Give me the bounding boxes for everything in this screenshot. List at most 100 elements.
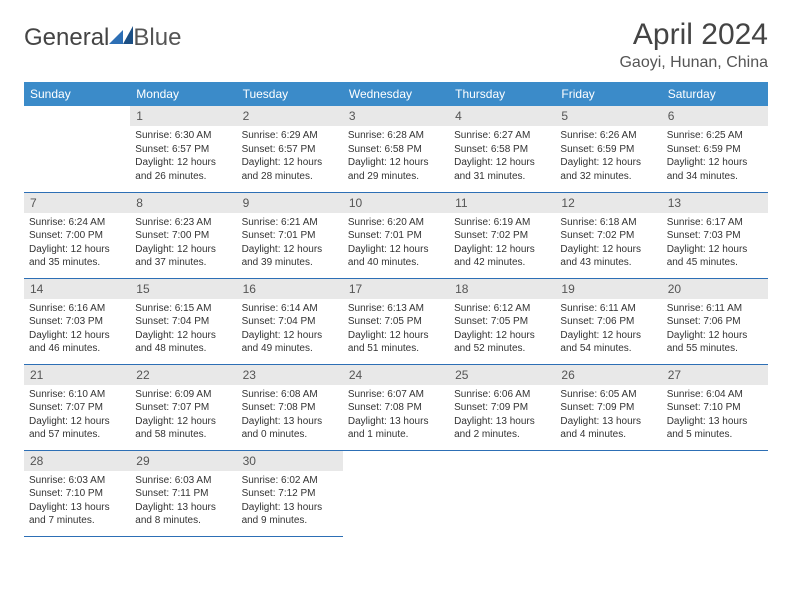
- logo-text: General: [24, 24, 109, 52]
- day-number: 28: [24, 451, 130, 471]
- day-details: Sunrise: 6:18 AMSunset: 7:02 PMDaylight:…: [555, 213, 661, 274]
- calendar-cell: 30Sunrise: 6:02 AMSunset: 7:12 PMDayligh…: [237, 450, 343, 536]
- calendar-cell: 19Sunrise: 6:11 AMSunset: 7:06 PMDayligh…: [555, 278, 661, 364]
- weekday-header: Saturday: [662, 82, 768, 106]
- weekday-header: Tuesday: [237, 82, 343, 106]
- day-number: 2: [237, 106, 343, 126]
- day-number: 23: [237, 365, 343, 385]
- calendar-cell: 15Sunrise: 6:15 AMSunset: 7:04 PMDayligh…: [130, 278, 236, 364]
- day-details: Sunrise: 6:02 AMSunset: 7:12 PMDaylight:…: [237, 471, 343, 532]
- day-details: Sunrise: 6:10 AMSunset: 7:07 PMDaylight:…: [24, 385, 130, 446]
- calendar-cell: 25Sunrise: 6:06 AMSunset: 7:09 PMDayligh…: [449, 364, 555, 450]
- day-details: Sunrise: 6:26 AMSunset: 6:59 PMDaylight:…: [555, 126, 661, 187]
- day-number: 6: [662, 106, 768, 126]
- calendar-cell: 23Sunrise: 6:08 AMSunset: 7:08 PMDayligh…: [237, 364, 343, 450]
- day-number: 17: [343, 279, 449, 299]
- calendar-cell: 20Sunrise: 6:11 AMSunset: 7:06 PMDayligh…: [662, 278, 768, 364]
- day-details: Sunrise: 6:04 AMSunset: 7:10 PMDaylight:…: [662, 385, 768, 446]
- day-details: Sunrise: 6:20 AMSunset: 7:01 PMDaylight:…: [343, 213, 449, 274]
- day-number: 8: [130, 193, 236, 213]
- day-number: 25: [449, 365, 555, 385]
- day-number: 27: [662, 365, 768, 385]
- calendar-cell: 13Sunrise: 6:17 AMSunset: 7:03 PMDayligh…: [662, 192, 768, 278]
- calendar-cell: 2Sunrise: 6:29 AMSunset: 6:57 PMDaylight…: [237, 106, 343, 192]
- calendar-cell: 27Sunrise: 6:04 AMSunset: 7:10 PMDayligh…: [662, 364, 768, 450]
- day-details: Sunrise: 6:19 AMSunset: 7:02 PMDaylight:…: [449, 213, 555, 274]
- day-details: Sunrise: 6:11 AMSunset: 7:06 PMDaylight:…: [662, 299, 768, 360]
- calendar-cell: 29Sunrise: 6:03 AMSunset: 7:11 PMDayligh…: [130, 450, 236, 536]
- day-number: 1: [130, 106, 236, 126]
- day-number: 26: [555, 365, 661, 385]
- day-number: 21: [24, 365, 130, 385]
- day-number: 5: [555, 106, 661, 126]
- calendar-body: 1Sunrise: 6:30 AMSunset: 6:57 PMDaylight…: [24, 106, 768, 536]
- logo: General Blue: [24, 24, 181, 52]
- weekday-header: Thursday: [449, 82, 555, 106]
- logo-part2: Blue: [133, 24, 181, 52]
- day-details: Sunrise: 6:29 AMSunset: 6:57 PMDaylight:…: [237, 126, 343, 187]
- day-number: 4: [449, 106, 555, 126]
- day-details: Sunrise: 6:27 AMSunset: 6:58 PMDaylight:…: [449, 126, 555, 187]
- day-number: 30: [237, 451, 343, 471]
- calendar-week-row: 21Sunrise: 6:10 AMSunset: 7:07 PMDayligh…: [24, 364, 768, 450]
- day-number: 9: [237, 193, 343, 213]
- month-title: April 2024: [619, 18, 768, 52]
- calendar-cell: 10Sunrise: 6:20 AMSunset: 7:01 PMDayligh…: [343, 192, 449, 278]
- calendar-cell: 14Sunrise: 6:16 AMSunset: 7:03 PMDayligh…: [24, 278, 130, 364]
- day-number: 11: [449, 193, 555, 213]
- calendar-cell: [555, 450, 661, 536]
- day-details: Sunrise: 6:24 AMSunset: 7:00 PMDaylight:…: [24, 213, 130, 274]
- calendar-cell: 12Sunrise: 6:18 AMSunset: 7:02 PMDayligh…: [555, 192, 661, 278]
- day-number: 3: [343, 106, 449, 126]
- calendar-cell: 4Sunrise: 6:27 AMSunset: 6:58 PMDaylight…: [449, 106, 555, 192]
- calendar-cell: 5Sunrise: 6:26 AMSunset: 6:59 PMDaylight…: [555, 106, 661, 192]
- day-details: Sunrise: 6:03 AMSunset: 7:10 PMDaylight:…: [24, 471, 130, 532]
- day-number: 19: [555, 279, 661, 299]
- calendar-cell: 28Sunrise: 6:03 AMSunset: 7:10 PMDayligh…: [24, 450, 130, 536]
- day-details: Sunrise: 6:28 AMSunset: 6:58 PMDaylight:…: [343, 126, 449, 187]
- calendar-week-row: 28Sunrise: 6:03 AMSunset: 7:10 PMDayligh…: [24, 450, 768, 536]
- calendar-cell: 22Sunrise: 6:09 AMSunset: 7:07 PMDayligh…: [130, 364, 236, 450]
- day-details: Sunrise: 6:08 AMSunset: 7:08 PMDaylight:…: [237, 385, 343, 446]
- weekday-header: Friday: [555, 82, 661, 106]
- calendar-cell: 6Sunrise: 6:25 AMSunset: 6:59 PMDaylight…: [662, 106, 768, 192]
- weekday-header: Monday: [130, 82, 236, 106]
- calendar-cell: [343, 450, 449, 536]
- day-number: 10: [343, 193, 449, 213]
- day-number: 24: [343, 365, 449, 385]
- day-number: 15: [130, 279, 236, 299]
- day-details: Sunrise: 6:12 AMSunset: 7:05 PMDaylight:…: [449, 299, 555, 360]
- calendar-cell: 26Sunrise: 6:05 AMSunset: 7:09 PMDayligh…: [555, 364, 661, 450]
- day-details: Sunrise: 6:06 AMSunset: 7:09 PMDaylight:…: [449, 385, 555, 446]
- day-number: 14: [24, 279, 130, 299]
- day-details: Sunrise: 6:15 AMSunset: 7:04 PMDaylight:…: [130, 299, 236, 360]
- day-number: 12: [555, 193, 661, 213]
- day-number: 29: [130, 451, 236, 471]
- day-details: Sunrise: 6:25 AMSunset: 6:59 PMDaylight:…: [662, 126, 768, 187]
- day-details: Sunrise: 6:13 AMSunset: 7:05 PMDaylight:…: [343, 299, 449, 360]
- day-details: Sunrise: 6:23 AMSunset: 7:00 PMDaylight:…: [130, 213, 236, 274]
- weekday-header: Sunday: [24, 82, 130, 106]
- calendar-week-row: 14Sunrise: 6:16 AMSunset: 7:03 PMDayligh…: [24, 278, 768, 364]
- calendar-cell: 21Sunrise: 6:10 AMSunset: 7:07 PMDayligh…: [24, 364, 130, 450]
- day-details: Sunrise: 6:16 AMSunset: 7:03 PMDaylight:…: [24, 299, 130, 360]
- calendar-week-row: 7Sunrise: 6:24 AMSunset: 7:00 PMDaylight…: [24, 192, 768, 278]
- calendar-cell: 24Sunrise: 6:07 AMSunset: 7:08 PMDayligh…: [343, 364, 449, 450]
- calendar-cell: [662, 450, 768, 536]
- calendar-cell: 3Sunrise: 6:28 AMSunset: 6:58 PMDaylight…: [343, 106, 449, 192]
- day-details: Sunrise: 6:30 AMSunset: 6:57 PMDaylight:…: [130, 126, 236, 187]
- calendar-cell: [449, 450, 555, 536]
- day-number: 18: [449, 279, 555, 299]
- location: Gaoyi, Hunan, China: [619, 54, 768, 72]
- day-details: Sunrise: 6:21 AMSunset: 7:01 PMDaylight:…: [237, 213, 343, 274]
- calendar-cell: 1Sunrise: 6:30 AMSunset: 6:57 PMDaylight…: [130, 106, 236, 192]
- day-details: Sunrise: 6:05 AMSunset: 7:09 PMDaylight:…: [555, 385, 661, 446]
- calendar-cell: 16Sunrise: 6:14 AMSunset: 7:04 PMDayligh…: [237, 278, 343, 364]
- calendar-cell: 7Sunrise: 6:24 AMSunset: 7:00 PMDaylight…: [24, 192, 130, 278]
- calendar-week-row: 1Sunrise: 6:30 AMSunset: 6:57 PMDaylight…: [24, 106, 768, 192]
- day-number: 7: [24, 193, 130, 213]
- day-details: Sunrise: 6:07 AMSunset: 7:08 PMDaylight:…: [343, 385, 449, 446]
- logo-part1: General: [24, 24, 109, 51]
- day-details: Sunrise: 6:03 AMSunset: 7:11 PMDaylight:…: [130, 471, 236, 532]
- day-details: Sunrise: 6:11 AMSunset: 7:06 PMDaylight:…: [555, 299, 661, 360]
